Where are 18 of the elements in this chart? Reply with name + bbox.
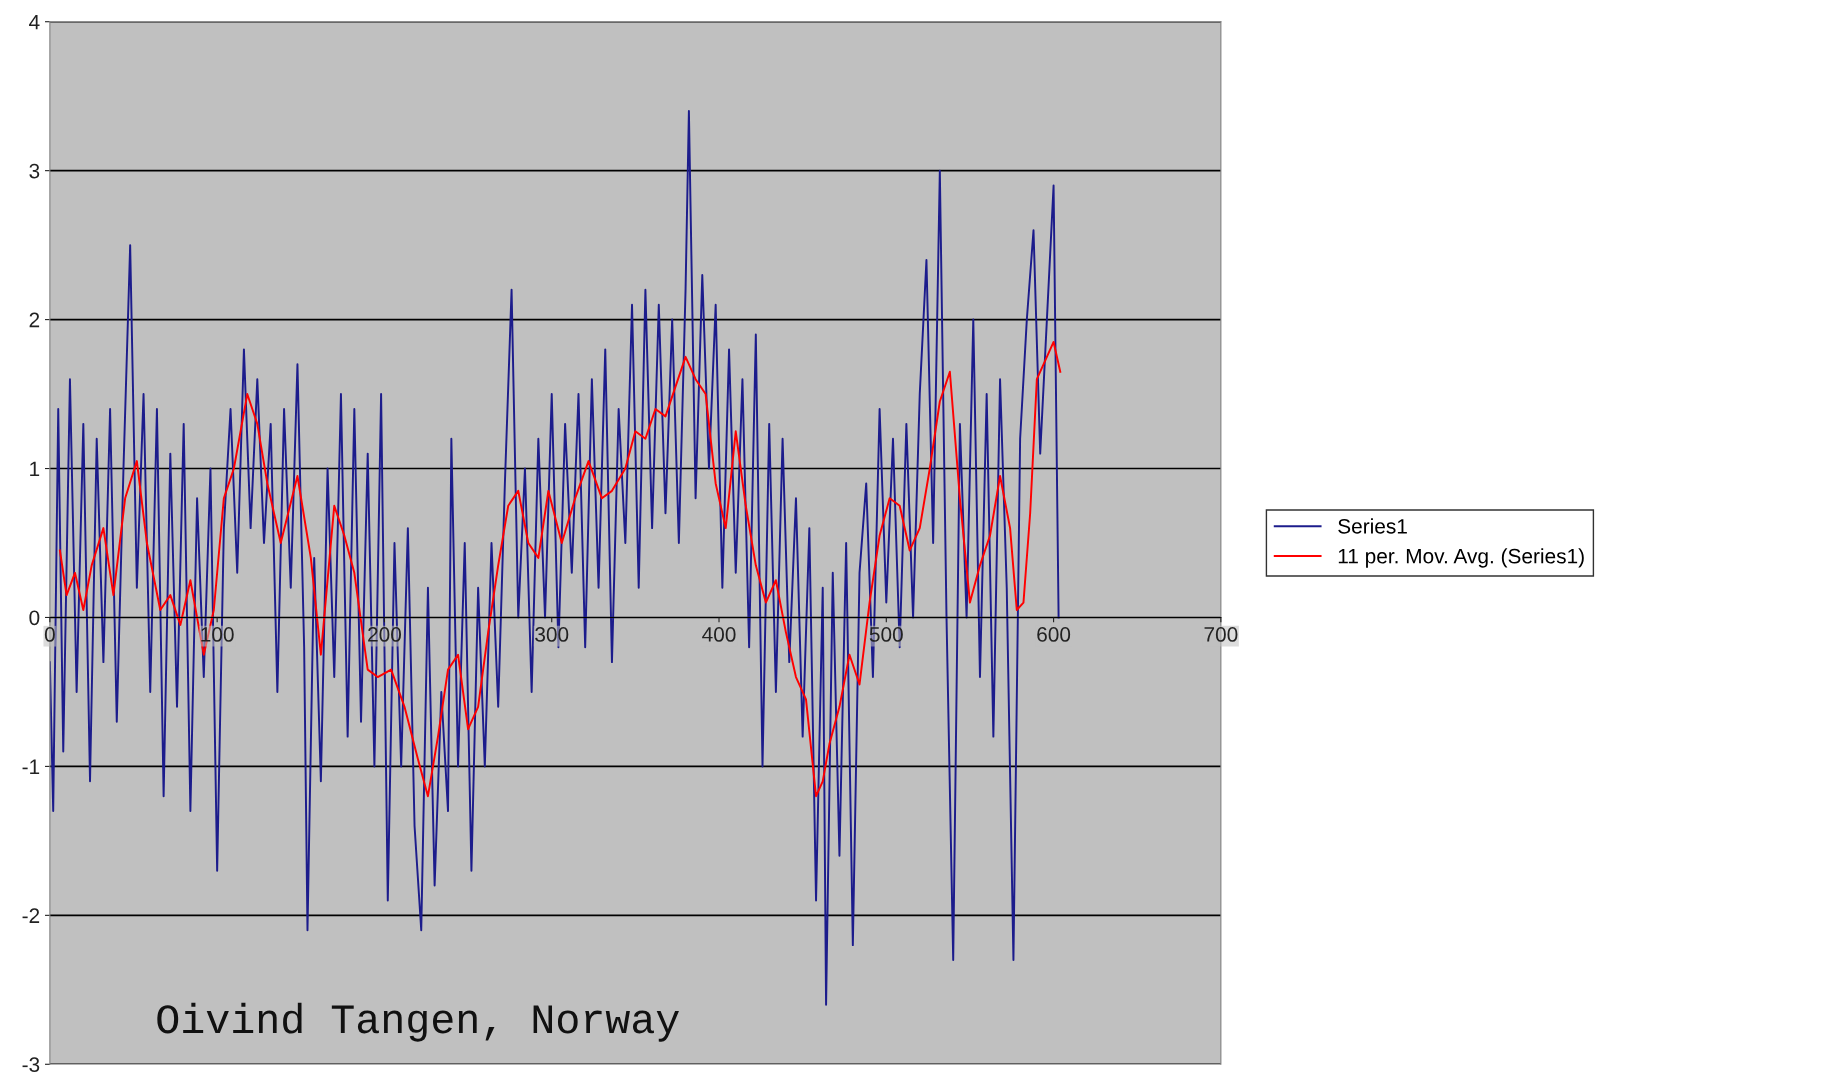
x-tick-label: 0	[44, 627, 55, 642]
y-tick-label: -1	[22, 759, 40, 774]
y-tick-label: -3	[22, 1057, 40, 1073]
legend-label: Series1	[1338, 518, 1407, 534]
x-tick-label: 500	[869, 627, 903, 642]
annotation: Oivind Tangen, Norway	[157, 1002, 679, 1042]
y-tick-label: 0	[29, 610, 40, 626]
x-tick-label: 300	[535, 627, 569, 642]
y-tick-label: -2	[22, 908, 40, 923]
y-tick-label: 3	[29, 163, 40, 179]
x-tick-label: 200	[368, 627, 402, 642]
y-tick-label: 2	[29, 312, 40, 328]
y-tick-label: 4	[29, 14, 40, 30]
x-tick-label: 400	[702, 627, 736, 642]
y-tick-label: 1	[30, 461, 40, 477]
legend-label: 11 per. Mov. Avg. (Series1)	[1338, 548, 1584, 568]
x-tick-label: 600	[1037, 627, 1071, 642]
x-tick-label: 700	[1204, 627, 1238, 642]
